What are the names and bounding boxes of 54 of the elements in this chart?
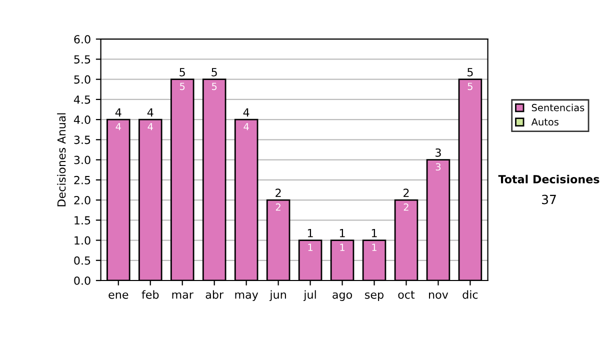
x-tick-label: nov xyxy=(429,292,448,299)
total-label: 4 xyxy=(147,108,154,116)
x-tick-label: abr xyxy=(206,290,224,299)
y-tick-label: 5.0 xyxy=(74,75,90,84)
total-label: 1 xyxy=(372,229,377,238)
legend-label: Autos xyxy=(531,118,558,126)
total-label: 2 xyxy=(276,188,281,197)
y-tick-label: 4.5 xyxy=(74,96,90,104)
x-tick-label: dic xyxy=(462,290,478,299)
x-tick-label: oct xyxy=(398,290,415,299)
data-label: 2 xyxy=(276,203,280,211)
text: 37 xyxy=(542,194,556,204)
data-label: 5 xyxy=(468,82,472,90)
x-tick-label: ago xyxy=(332,292,352,301)
x-tick-label: jun xyxy=(270,290,286,301)
total-label: 1 xyxy=(308,229,313,238)
data-label: 1 xyxy=(372,244,376,251)
total-label: 2 xyxy=(404,188,409,197)
data-label: 2 xyxy=(404,203,408,211)
total-label: 4 xyxy=(115,108,122,116)
x-tick-label: ene xyxy=(108,292,128,299)
y-tick-label: 2.0 xyxy=(74,196,90,204)
data-label: 4 xyxy=(244,123,249,130)
y-tick-label: 6.0 xyxy=(74,35,90,44)
x-tick-label: may xyxy=(235,292,258,301)
y-tick-label: 3.0 xyxy=(74,156,90,164)
data-label: 4 xyxy=(148,123,153,130)
y-tick-label: 2.5 xyxy=(74,176,90,184)
data-label: 3 xyxy=(436,163,441,171)
legend-label: Sentencias xyxy=(532,104,584,112)
total-label: 5 xyxy=(468,68,473,76)
data-label: 1 xyxy=(308,244,312,251)
x-tick-label: mar xyxy=(172,292,194,299)
y-tick-label: 0.0 xyxy=(74,276,90,285)
total-label: 3 xyxy=(436,148,441,157)
x-tick-label: sep xyxy=(365,292,384,301)
y-tick-label: 1.5 xyxy=(74,216,90,225)
x-tick-label: feb xyxy=(142,290,159,299)
y-axis-title: Decisiones Anual xyxy=(57,113,66,206)
data-label: 5 xyxy=(212,82,217,90)
y-tick-label: 0.5 xyxy=(74,256,90,265)
y-tick-label: 3.5 xyxy=(74,136,90,144)
text: Total Decisiones xyxy=(498,174,600,184)
total-label: 5 xyxy=(180,68,185,76)
total-label: 5 xyxy=(212,68,217,76)
y-tick-label: 4.0 xyxy=(74,116,90,124)
y-tick-label: 1.0 xyxy=(74,236,90,245)
data-label: 5 xyxy=(180,82,185,90)
total-label: 4 xyxy=(243,108,250,116)
data-label: 4 xyxy=(116,123,121,130)
y-tick-label: 5.5 xyxy=(74,55,90,64)
data-label: 1 xyxy=(340,244,344,251)
total-label: 1 xyxy=(340,229,345,238)
x-tick-label: jul xyxy=(303,290,316,301)
